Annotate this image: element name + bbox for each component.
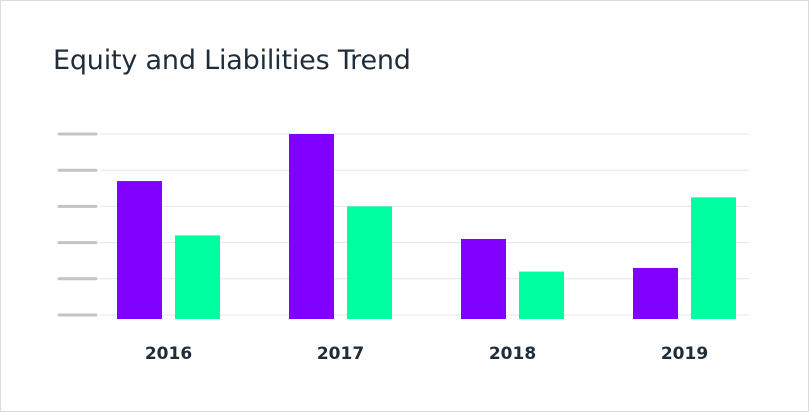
- chart-title: Equity and Liabilities Trend: [53, 45, 411, 76]
- bar-2019-series-1: [633, 267, 678, 319]
- x-tick-label: 2016: [145, 344, 192, 364]
- x-tick-label: 2017: [317, 344, 364, 364]
- bar-2019-series-2: [691, 197, 736, 319]
- bar-2017-series-2: [347, 206, 392, 319]
- x-tick-label: 2018: [489, 344, 536, 364]
- y-tick-marks: [57, 132, 98, 317]
- bar-2018-series-1: [461, 238, 506, 319]
- bar-2018-series-2: [519, 271, 564, 319]
- x-tick-labels: 2016 2017 2018 2019: [145, 344, 708, 364]
- bar-2016-series-2: [175, 235, 220, 319]
- x-tick-label: 2019: [661, 344, 708, 364]
- bar-2017-series-1: [289, 134, 334, 319]
- bars: [117, 134, 736, 319]
- bar-2016-series-1: [117, 181, 162, 319]
